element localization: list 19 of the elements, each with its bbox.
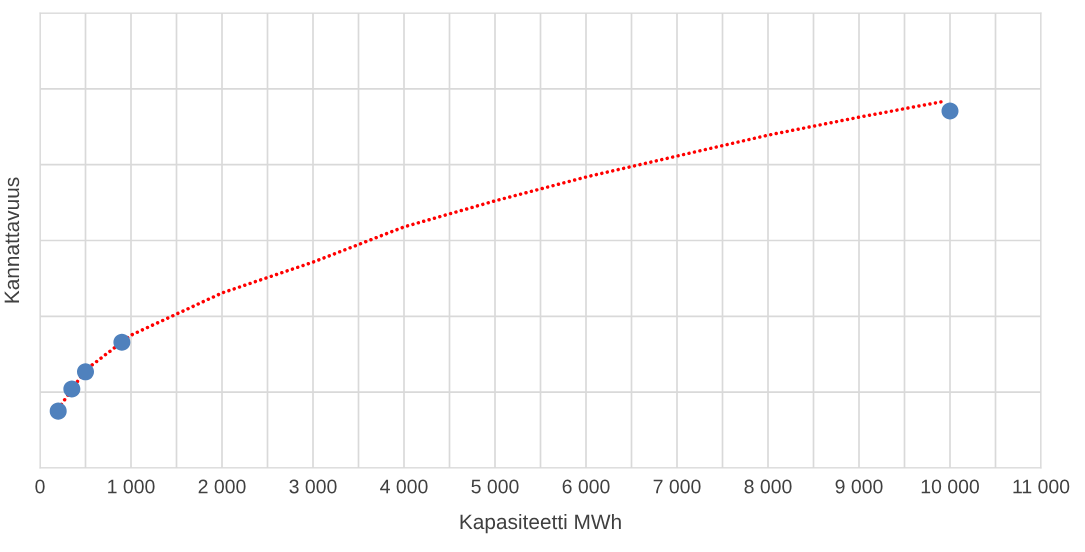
point	[49, 402, 67, 420]
x-tick-label: 5 000	[471, 479, 519, 494]
x-tick-label: 4 000	[380, 479, 428, 494]
x-tick-label: 2 000	[198, 479, 246, 494]
x-tick-label: 11 000	[1013, 479, 1070, 494]
x-tick-label: 9 000	[835, 479, 883, 494]
point	[113, 333, 131, 351]
x-tick-label: 1 000	[108, 479, 155, 494]
x-tick-label: 7 000	[653, 479, 701, 494]
x-tick-label: 0	[35, 479, 45, 494]
y-axis-title: Kannattavuus	[4, 177, 20, 303]
point	[63, 380, 81, 398]
x-tick-label: 10 000	[921, 479, 979, 494]
x-tick-label: 8 000	[744, 479, 792, 494]
x-tick-label: 6 000	[562, 479, 610, 494]
point	[76, 363, 95, 381]
x-axis-title: Kapasiteetti MWh	[460, 513, 621, 534]
x-tick-label: 3 000	[289, 479, 337, 494]
point	[941, 102, 959, 120]
